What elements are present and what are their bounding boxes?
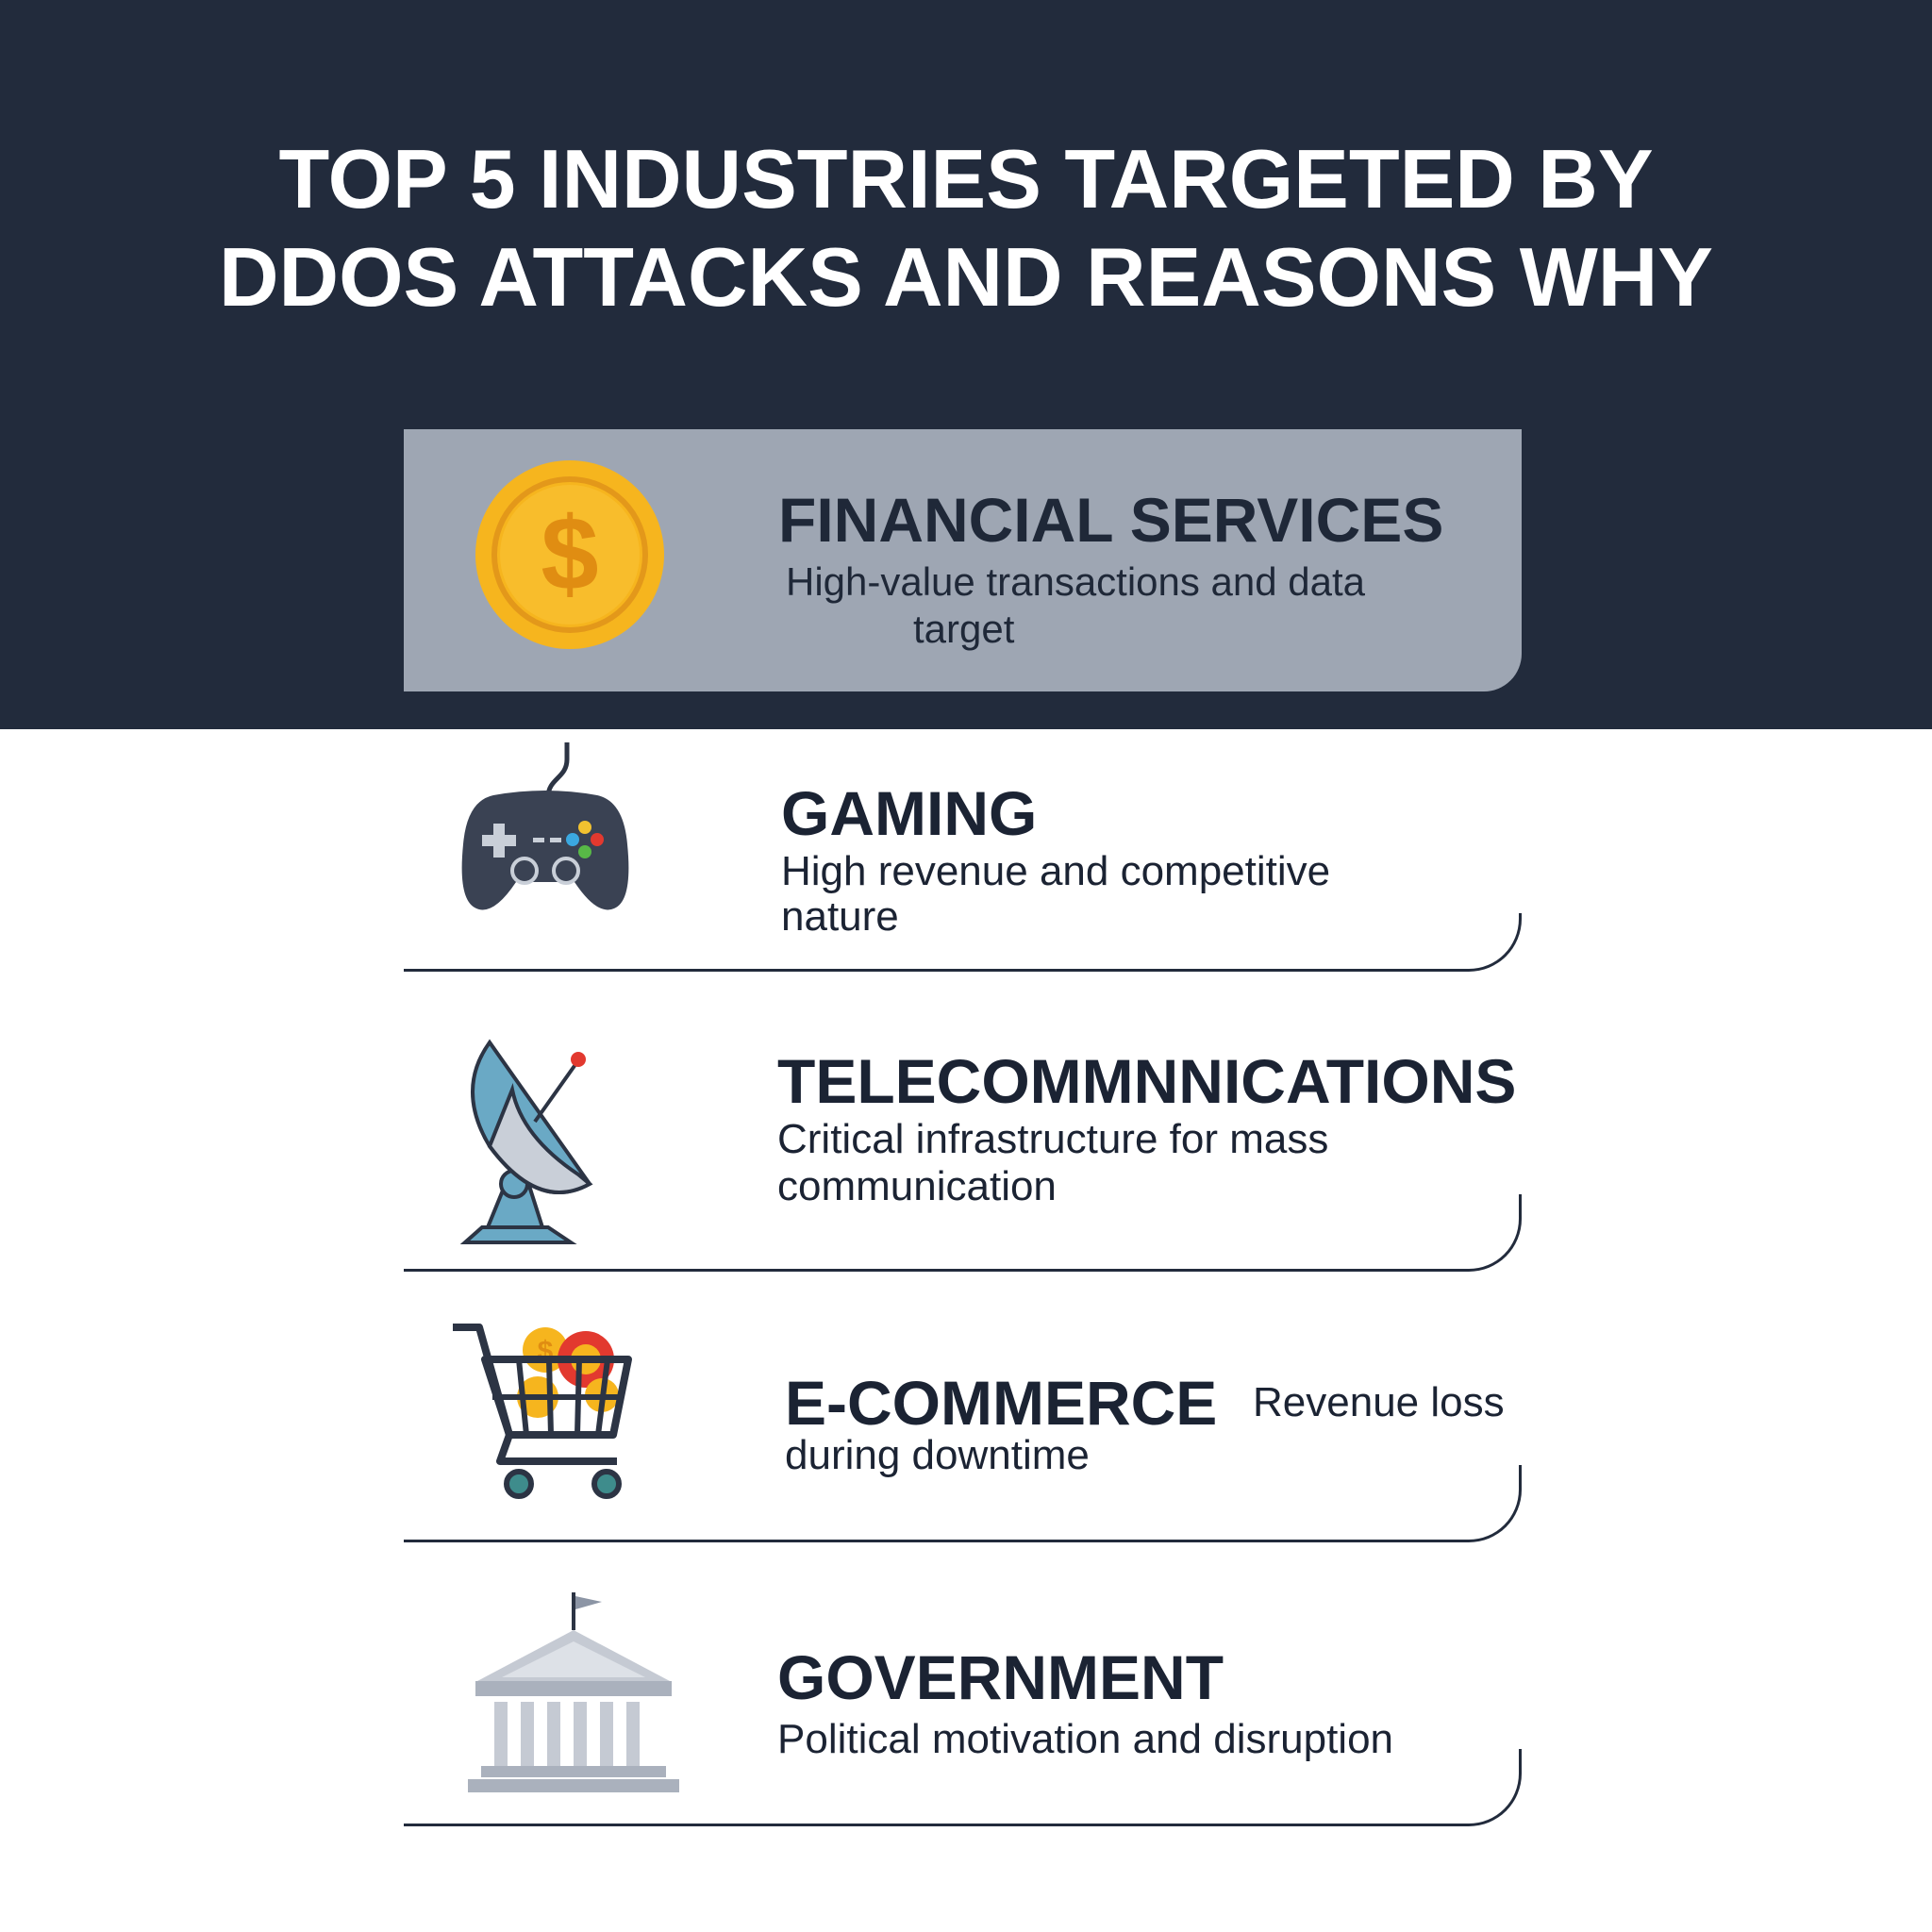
svg-text:$: $ <box>541 496 598 612</box>
government-building-icon <box>468 1592 679 1792</box>
industry-reason-line-2: nature <box>781 893 899 940</box>
industry-reason-line-2: target <box>913 607 1015 651</box>
industry-name: FINANCIAL SERVICES <box>778 485 1444 555</box>
page-title: TOP 5 INDUSTRIES TARGETED BY DDOS ATTACK… <box>0 130 1932 326</box>
industry-reason-line-2: communication <box>777 1163 1057 1209</box>
shopping-cart-icon: $ <box>453 1324 632 1499</box>
industry-card-financial-services: $ FINANCIAL SERVICES High-value transact… <box>404 429 1522 691</box>
page-title-line-1: TOP 5 INDUSTRIES TARGETED BY <box>278 132 1654 225</box>
industry-reason-line-1: Critical infrastructure for mass <box>777 1116 1329 1162</box>
page-title-line-2: DDOS ATTACKS AND REASONS WHY <box>219 230 1713 324</box>
industry-reason-line-1: High-value transactions and data <box>786 559 1366 604</box>
industry-name: GOVERNMENT <box>777 1642 1224 1712</box>
industry-row-government: GOVERNMENT Political motivation and disr… <box>404 1585 1522 1826</box>
satellite-dish-icon <box>459 1039 593 1244</box>
industry-reason-line-1: Political motivation and disruption <box>777 1716 1394 1762</box>
industry-row-gaming: GAMING High revenue and competitive natu… <box>404 736 1522 972</box>
industry-name: GAMING <box>781 778 1038 848</box>
industry-row-e-commerce: $ E-COMMERCE Revenue loss during downtim… <box>404 1316 1522 1542</box>
industry-name: TELECOMMNNICATIONS <box>777 1046 1517 1116</box>
game-controller-icon <box>461 742 629 910</box>
dollar-coin-icon: $ <box>475 460 664 649</box>
industry-reason-line-1: High revenue and competitive <box>781 848 1331 894</box>
industry-reason-line-2: during downtime <box>785 1432 1090 1478</box>
industry-reason-line-1: Revenue loss <box>1253 1379 1505 1425</box>
industry-row-telecommunications: TELECOMMNNICATIONS Critical infrastructu… <box>404 1028 1522 1272</box>
industry-name: E-COMMERCE <box>785 1368 1218 1438</box>
